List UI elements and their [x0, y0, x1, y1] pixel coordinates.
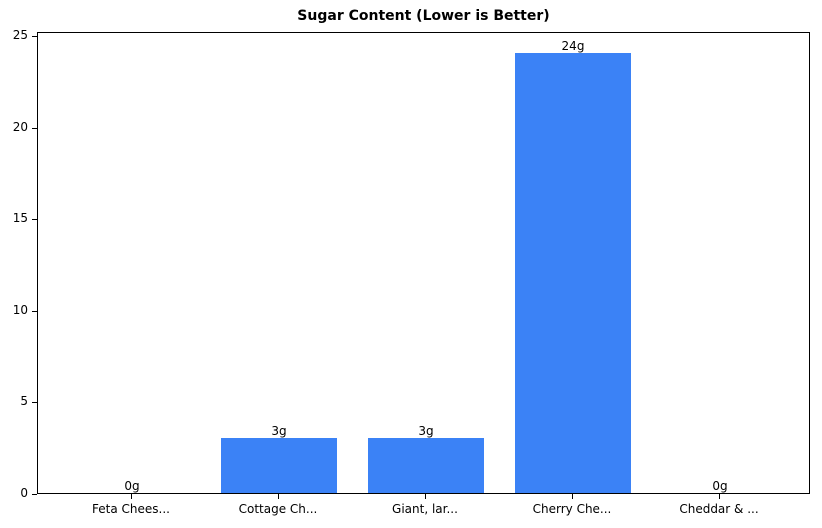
- y-tick-mark: [32, 494, 37, 495]
- y-tick-label: 5: [20, 394, 28, 409]
- bar: [368, 438, 484, 493]
- y-tick-mark: [32, 36, 37, 37]
- y-tick-label: 15: [12, 211, 28, 226]
- bar: [515, 53, 631, 493]
- bar-value-label: 0g: [712, 479, 728, 493]
- y-tick-label: 20: [12, 119, 28, 134]
- x-tick-mark: [425, 494, 426, 499]
- y-tick-label: 10: [12, 302, 28, 317]
- plot-area: 0g 3g 3g 24g 0g: [37, 32, 810, 494]
- bar: [221, 438, 337, 493]
- x-tick-label: Giant, lar...: [392, 502, 458, 516]
- x-tick-mark: [719, 494, 720, 499]
- bar-value-label: 3g: [418, 424, 434, 439]
- x-tick-mark: [131, 494, 132, 499]
- x-tick-label: Cottage Ch...: [238, 502, 318, 516]
- bar-value-label: 3g: [271, 424, 287, 439]
- x-tick-label: Cherry Che...: [532, 502, 612, 516]
- chart-title: Sugar Content (Lower is Better): [297, 8, 550, 24]
- y-tick-mark: [32, 402, 37, 404]
- y-tick-mark: [32, 219, 37, 221]
- x-tick-label: Cheddar & ...: [679, 502, 759, 516]
- bar-value-label: 24g: [561, 39, 585, 54]
- y-tick-mark: [32, 127, 37, 129]
- x-tick-mark: [278, 494, 279, 499]
- y-tick-label: 0: [20, 486, 28, 500]
- bar-value-label: 0g: [124, 479, 140, 493]
- x-tick-label: Feta Chees...: [92, 502, 170, 516]
- y-tick-mark: [32, 310, 37, 312]
- y-tick-label: 25: [12, 28, 28, 42]
- x-tick-mark: [572, 494, 573, 499]
